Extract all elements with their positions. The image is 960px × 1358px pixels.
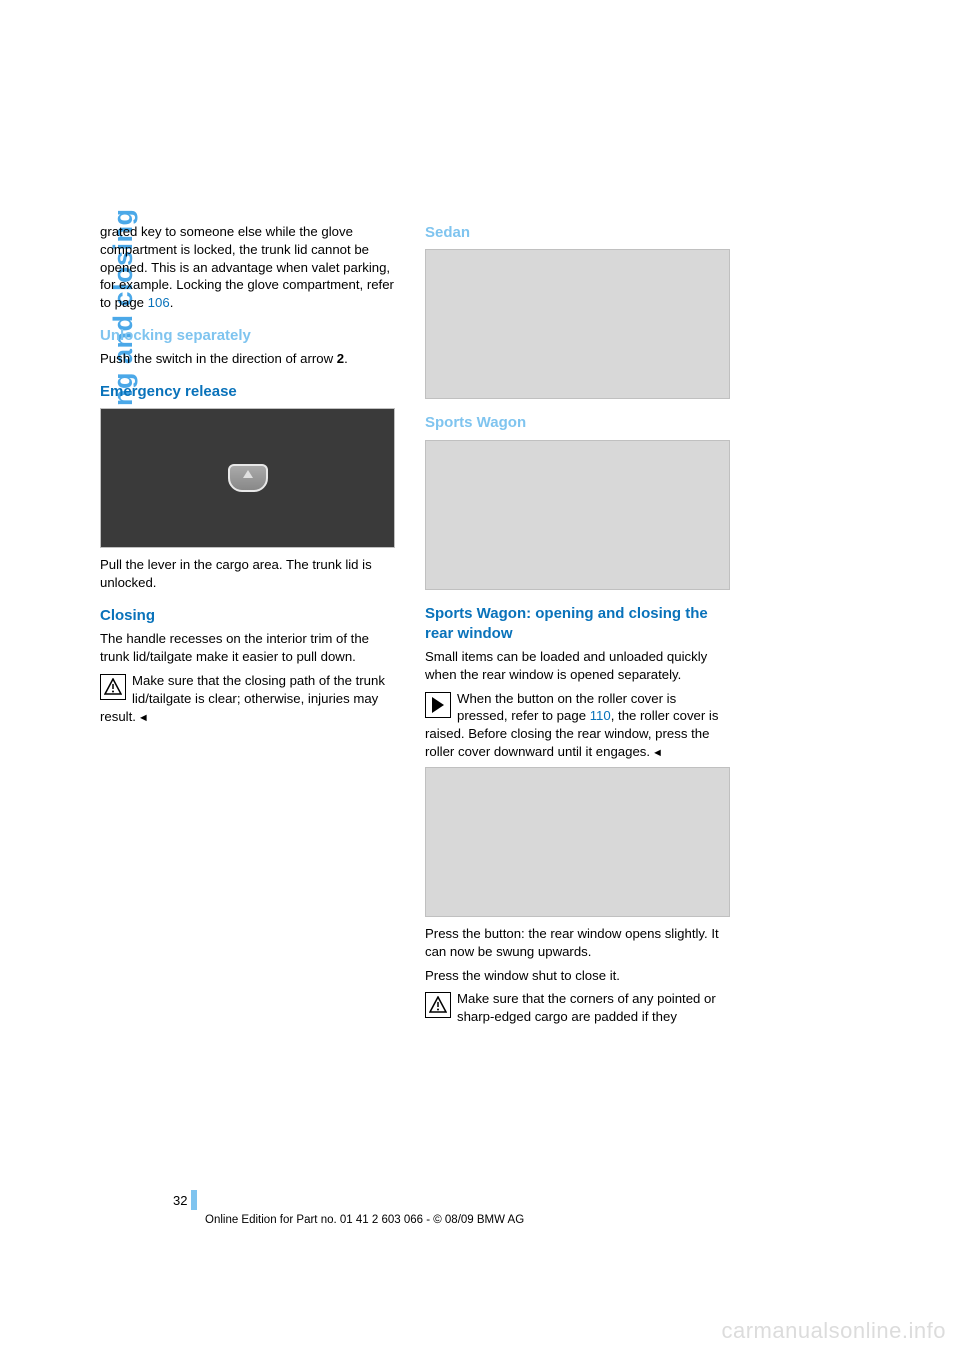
page-content: grated key to someone else while the glo… [100, 223, 870, 1032]
wagon-image [425, 440, 730, 590]
right-column: Sedan Sports Wagon Sports Wagon: opening… [425, 223, 730, 1032]
intro-end: . [170, 295, 174, 310]
closing-warning-block: Make sure that the closing path of the t… [100, 672, 395, 725]
warning-icon [425, 992, 451, 1018]
page-link-110[interactable]: 110 [590, 708, 611, 723]
emergency-release-image [100, 408, 395, 548]
heading-rear-window: Sports Wagon: opening and closing the re… [425, 604, 730, 645]
heading-closing: Closing [100, 606, 395, 626]
note-icon-triangle [432, 697, 444, 713]
intro-paragraph: grated key to someone else while the glo… [100, 223, 395, 312]
rear-window-image [425, 767, 730, 917]
unlock-end: . [344, 351, 348, 366]
closing-paragraph: The handle recesses on the interior trim… [100, 630, 395, 666]
closing-warning-text: Make sure that the closing path of the t… [100, 673, 385, 724]
release-handle-icon [228, 464, 268, 492]
unlock-text: Push the switch in the direction of arro… [100, 351, 337, 366]
page-number: 32 [173, 1193, 187, 1208]
cargo-warning-block: Make sure that the corners of any pointe… [425, 990, 730, 1026]
cargo-warning-text: Make sure that the corners of any pointe… [457, 991, 716, 1024]
emergency-after-text: Pull the lever in the cargo area. The tr… [100, 556, 395, 592]
heading-sports-wagon: Sports Wagon [425, 413, 730, 433]
watermark: carmanualsonline.info [721, 1318, 946, 1344]
columns: grated key to someone else while the glo… [100, 223, 870, 1032]
unlock-arrow-num: 2 [337, 351, 344, 366]
page-link-106[interactable]: 106 [148, 295, 170, 310]
heading-sedan: Sedan [425, 223, 730, 243]
rear-window-p1: Small items can be loaded and unloaded q… [425, 648, 730, 684]
roller-cover-note-block: When the button on the roller cover is p… [425, 690, 730, 761]
note-icon [425, 692, 451, 718]
sedan-image [425, 249, 730, 399]
heading-emergency-release: Emergency release [100, 382, 395, 402]
page-number-block: 32 [173, 1190, 197, 1210]
warning-icon [100, 674, 126, 700]
unlock-paragraph: Push the switch in the direction of arro… [100, 350, 395, 368]
intro-text: grated key to someone else while the glo… [100, 224, 394, 310]
rear-window-p2: Press the button: the rear window opens … [425, 925, 730, 961]
heading-unlocking-separately: Unlocking separately [100, 326, 395, 346]
page-number-bar [191, 1190, 197, 1210]
left-column: grated key to someone else while the glo… [100, 223, 395, 1032]
rear-window-p3: Press the window shut to close it. [425, 967, 730, 985]
footer-text: Online Edition for Part no. 01 41 2 603 … [205, 1214, 524, 1226]
